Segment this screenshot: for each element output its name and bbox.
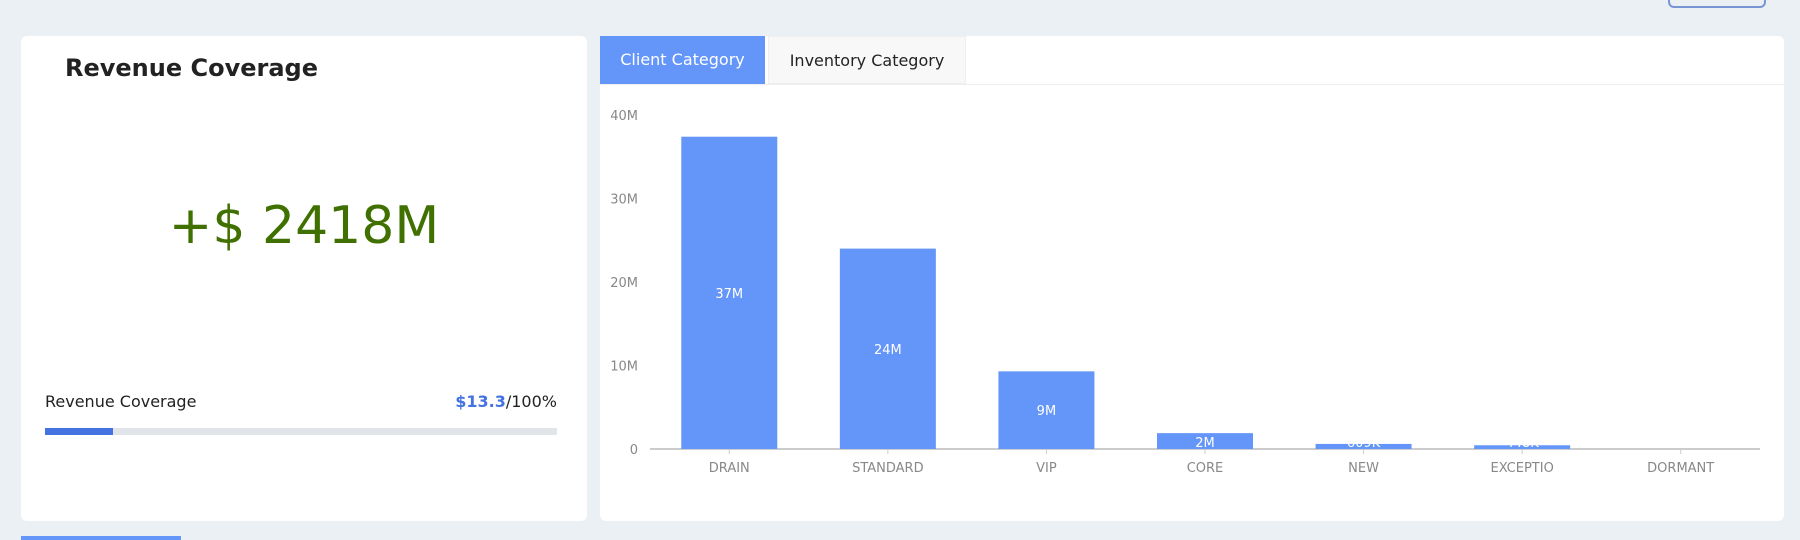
bottom-tab[interactable] — [21, 536, 181, 540]
progress-bar — [45, 428, 557, 435]
bar-exceptio — [1474, 445, 1571, 449]
y-tick-label: 10M — [610, 360, 638, 375]
card-title: Revenue Coverage — [65, 54, 318, 82]
x-tick-label: STANDARD — [852, 461, 924, 476]
bar-core — [1157, 433, 1253, 449]
x-tick-label: NEW — [1348, 461, 1379, 476]
progress-value: $13.3/100% — [455, 392, 557, 411]
bar-standard — [839, 248, 936, 449]
progress-label: Revenue Coverage — [45, 392, 197, 411]
tab-inventory-category[interactable]: Inventory Category — [768, 36, 966, 84]
x-tick-label: EXCEPTIO — [1490, 461, 1553, 476]
data-label: 37M — [715, 287, 743, 302]
category-chart-card: 0 10M 20M 30M 40M DRAIN 37M STANDARD 24M VIP 9M COR… — [600, 36, 1784, 521]
data-label: 448K — [1505, 436, 1539, 451]
x-tick-label: DRAIN — [709, 461, 750, 476]
progress-current: $13.3 — [455, 392, 506, 411]
bar-vip — [998, 371, 1095, 449]
bar-new — [1315, 443, 1412, 449]
revenue-amount: +$ 2418M — [168, 196, 440, 256]
y-tick-label: 0 — [630, 443, 638, 458]
data-label: 24M — [874, 343, 902, 358]
bar-chart: 0 10M 20M 30M 40M DRAIN 37M STANDARD 24M VIP 9M COR… — [610, 109, 1760, 476]
progress-total: /100% — [505, 392, 557, 411]
y-tick-label: 20M — [610, 276, 638, 291]
x-tick-label: CORE — [1187, 461, 1224, 476]
data-label: 9M — [1037, 404, 1057, 419]
top-action-button[interactable] — [1668, 0, 1766, 8]
category-tabs: Client Category Inventory Category — [600, 36, 1784, 85]
revenue-coverage-card: Revenue Coverage +$ 2418M Revenue Covera… — [21, 36, 587, 521]
x-tick-label: VIP — [1036, 461, 1057, 476]
y-tick-label: 30M — [610, 193, 638, 208]
tab-client-category[interactable]: Client Category — [600, 36, 765, 84]
progress-fill — [45, 428, 114, 435]
y-tick-label: 40M — [610, 109, 638, 124]
data-label: 609K — [1347, 436, 1381, 451]
x-tick-label: DORMANT — [1647, 461, 1714, 476]
bar-drain — [681, 136, 778, 449]
data-label: 2M — [1195, 436, 1215, 451]
